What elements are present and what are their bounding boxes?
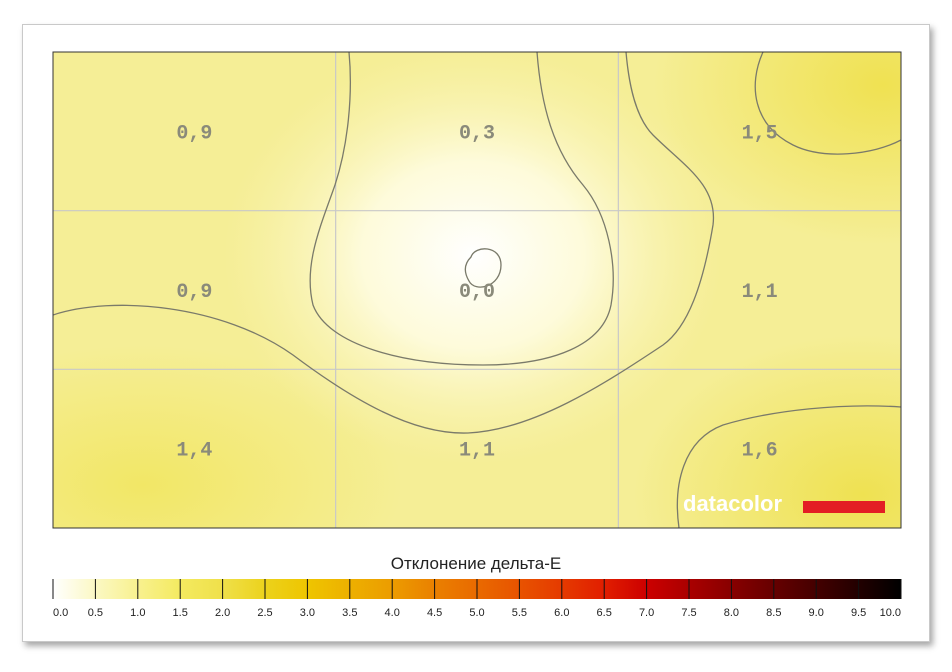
color-scale-tick-label: 7.5 bbox=[681, 607, 696, 619]
cell-value-label: 1,1 bbox=[459, 440, 495, 463]
color-scale-tick-label: 1.5 bbox=[173, 607, 188, 619]
contour-lines bbox=[53, 52, 901, 528]
color-scale-tick-label: 2.5 bbox=[257, 607, 272, 619]
color-scale-tick-label: 3.0 bbox=[300, 607, 315, 619]
color-scale-tick-label: 7.0 bbox=[639, 607, 654, 619]
contour-line-central bbox=[309, 52, 614, 366]
datacolor-logo-text: datacolor bbox=[683, 491, 782, 516]
color-scale-tick-label: 8.5 bbox=[766, 607, 781, 619]
color-scale-tick-label: 9.0 bbox=[809, 607, 824, 619]
uniformity-chart: 0,9 0,3 1,5 0,9 0,0 1,1 1,4 1,1 1,6 datacolor От… bbox=[52, 51, 902, 619]
cell-value-label: 1,1 bbox=[742, 281, 778, 304]
color-scale-tick-label: 10.0 bbox=[880, 607, 901, 619]
plot-border bbox=[52, 51, 902, 529]
color-scale-tick-label: 8.0 bbox=[724, 607, 739, 619]
color-scale-tick-label: 0.0 bbox=[53, 607, 68, 619]
color-scale-tick-label: 5.5 bbox=[512, 607, 527, 619]
color-scale-tick-label: 4.5 bbox=[427, 607, 442, 619]
color-scale-tick-label: 3.5 bbox=[342, 607, 357, 619]
color-scale-tick-label: 6.5 bbox=[597, 607, 612, 619]
cell-value-label: 0,9 bbox=[176, 281, 212, 304]
color-scale-tick-label: 1.0 bbox=[130, 607, 145, 619]
contour-line-center-small bbox=[464, 248, 502, 288]
color-scale-tick-label: 0.5 bbox=[88, 607, 103, 619]
color-scale-title: Отклонение дельта-Е bbox=[391, 554, 561, 573]
color-scale-tick-label: 6.0 bbox=[554, 607, 569, 619]
cell-value-label: 1,4 bbox=[176, 440, 212, 463]
cell-value-label: 0,0 bbox=[459, 281, 495, 304]
cell-value-label: 0,9 bbox=[176, 122, 212, 145]
datacolor-logo: datacolor bbox=[683, 491, 885, 516]
color-scale-tick-label: 4.0 bbox=[385, 607, 400, 619]
color-scale-tick-label: 5.0 bbox=[469, 607, 484, 619]
cell-value-label: 0,3 bbox=[459, 122, 495, 145]
color-scale-tick-label: 9.5 bbox=[851, 607, 866, 619]
cell-value-label: 1,5 bbox=[742, 122, 778, 145]
datacolor-logo-bar bbox=[803, 501, 885, 513]
color-scale-tick-label: 2.0 bbox=[215, 607, 230, 619]
chart-frame: 0,9 0,3 1,5 0,9 0,0 1,1 1,4 1,1 1,6 datacolor От… bbox=[22, 24, 930, 642]
cell-value-label: 1,6 bbox=[742, 440, 778, 463]
contour-line-diagonal bbox=[53, 52, 715, 434]
color-scale: 0.0 0.5 1.0 1.5 2.0 2.5 3.0 3.5 4.0 4.5 5.0 5.5 6.0 6… bbox=[52, 579, 902, 619]
heatmap-field bbox=[53, 52, 901, 528]
contour-line-top-right bbox=[754, 52, 901, 155]
grid-lines bbox=[53, 52, 901, 528]
contour-line-bottom-right bbox=[676, 405, 901, 528]
cell-labels: 0,9 0,3 1,5 0,9 0,0 1,1 1,4 1,1 1,6 bbox=[176, 122, 777, 462]
